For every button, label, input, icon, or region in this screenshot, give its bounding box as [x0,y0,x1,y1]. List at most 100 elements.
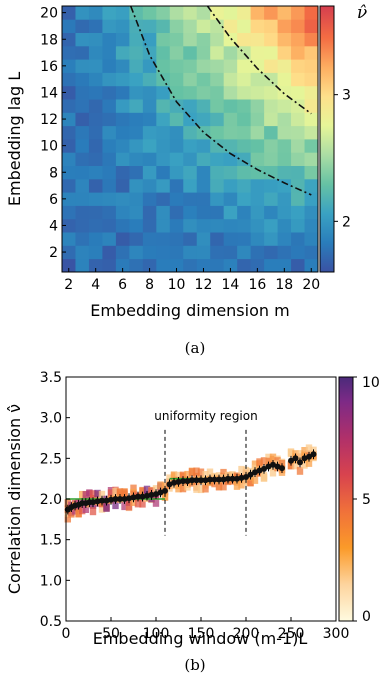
heatmap-cell [277,45,292,60]
heatmap-cell [304,192,319,206]
data-point [265,463,272,470]
heatmap-cell [88,45,103,60]
x-tick-label: 100 [143,626,170,642]
heatmap-cell [142,6,157,20]
data-point [148,491,155,498]
data-point [198,477,204,484]
heatmap-cell [196,32,211,47]
heatmap-cell [75,245,90,260]
heatmap-cell [115,112,130,127]
heatmap-cell [250,258,265,273]
heatmap-cell [115,152,130,166]
heatmap-cell [196,178,211,193]
estimate-band [220,468,227,477]
heatmap-cell [75,152,90,166]
estimate-band [202,471,209,479]
heatmap-cell [291,72,305,87]
heatmap-cell [102,112,117,127]
heatmap-cell [75,205,90,220]
estimate-band [305,444,313,453]
heatmap-cell [62,6,76,20]
heatmap-cell [102,192,117,206]
heatmap-cell [304,45,319,60]
estimate-band [202,484,209,493]
heatmap-cell [88,59,103,73]
heatmap-cell [183,99,198,113]
estimate-band [82,491,89,500]
heatmap-cell [210,205,225,220]
heatmap-cell [169,6,184,20]
heatmap-colorbar-ticks: 23 [334,88,351,230]
heatmap-cell [237,192,252,206]
heatmap-cell [102,32,117,47]
heatmap-cell [223,165,238,180]
heatmap-cell [75,125,90,140]
heatmap-cell [291,139,305,153]
heatmap-cell [196,59,211,73]
heatmap-cell [250,218,265,233]
estimate-band [130,484,137,493]
heatmap-cell [169,32,184,47]
heatmap-cell [264,192,278,206]
estimate-band [301,460,308,469]
estimate-band [89,507,97,516]
heatmap-cell [277,258,292,273]
heatmap-cell [304,59,319,73]
heatmap-cell [142,178,157,193]
heatmap-cell [102,19,117,33]
scatter-y-axis: 0.5 1.0 1.5 2.0 2.5 3.0 3.5 [40,370,70,630]
heatmap-cell [169,99,184,113]
y-tick-label: 16 [40,59,58,75]
data-point [112,496,119,502]
heatmap-cell [237,205,252,220]
heatmap-cell [196,152,211,166]
heatmap-cell [210,218,225,233]
data-point [306,453,312,460]
heatmap-cell [210,72,225,87]
heatmap-cell [210,258,225,273]
heatmap-cell [223,245,238,260]
panel-a-label: (a) [185,339,206,357]
heatmap-cell [142,165,157,180]
heatmap-cell [264,205,278,220]
heatmap-cell [169,165,184,180]
heatmap-cell [75,139,90,153]
heatmap-cell [102,99,117,113]
heatmap-cell [129,125,144,140]
estimate-band [179,484,187,493]
heatmap-cell [223,232,238,246]
heatmap-cell [115,32,130,47]
heatmap-cell [250,232,265,246]
heatmap-cell [237,218,252,233]
heatmap-cell [88,178,103,193]
estimate-band [184,470,191,479]
heatmap-cell [183,245,198,260]
x-tick-label: 14 [222,277,240,293]
estimate-band [251,475,259,484]
heatmap-cell [237,152,252,166]
data-point [103,497,110,504]
heatmap-cell [183,125,198,140]
heatmap-cell [183,178,198,193]
heatmap-cell [304,125,319,140]
heatmap-cell [250,178,265,193]
heatmap-cell [223,125,238,140]
estimate-band [121,488,128,497]
y-tick-label: 18 [40,32,58,48]
data-point [202,477,209,484]
data-point [94,498,101,505]
heatmap-cell [210,59,225,73]
data-point [288,457,294,464]
heatmap-cell [304,232,319,246]
heatmap-cell [291,258,305,273]
heatmap-cell [169,218,184,233]
data-point [247,471,254,478]
heatmap-cell [304,165,319,180]
heatmap-cell [291,245,305,260]
heatmap-cell [183,152,198,166]
scatter-x-axis: 0 50 100 150 200 250 300 [62,617,349,642]
heatmap-cell [291,112,305,127]
estimate-band [98,490,106,499]
heatmap-cell [210,245,225,260]
estimate-band [206,468,214,477]
